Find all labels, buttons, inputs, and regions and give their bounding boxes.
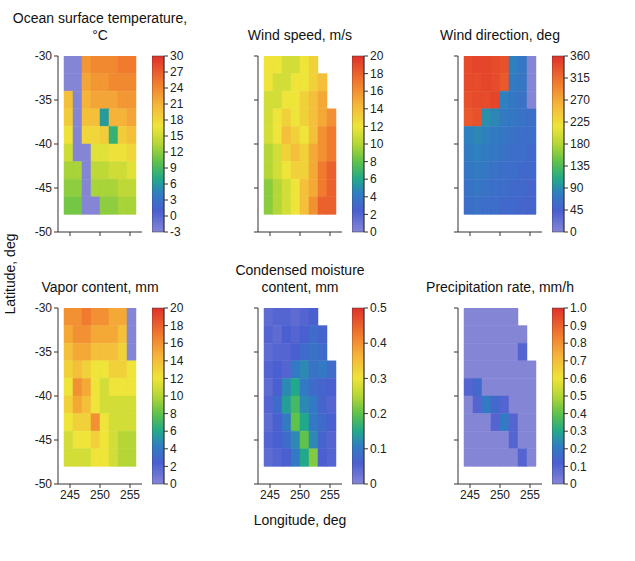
svg-text:255: 255 — [320, 488, 340, 502]
svg-text:18: 18 — [170, 319, 184, 333]
svg-text:12: 12 — [170, 145, 184, 159]
svg-text:-40: -40 — [35, 389, 53, 403]
html-text:Ocean surface temperature, °C: Ocean surface temperature, °C — [12, 10, 188, 44]
html-text:Latitude, deg: Latitude, deg — [2, 233, 18, 315]
svg-text:-50: -50 — [35, 225, 53, 239]
svg-text:27: 27 — [170, 65, 184, 79]
svg-text:0.2: 0.2 — [570, 442, 587, 456]
svg-text:12: 12 — [370, 120, 384, 134]
svg-text:45: 45 — [570, 203, 584, 217]
html-text:Precipitation rate, mm/h: Precipitation rate, mm/h — [426, 279, 574, 296]
svg-text:6: 6 — [170, 424, 177, 438]
svg-text:20: 20 — [170, 301, 184, 315]
svg-text:0.3: 0.3 — [570, 424, 587, 438]
svg-text:2: 2 — [170, 460, 177, 474]
svg-text:0.5: 0.5 — [370, 301, 387, 315]
svg-text:0.2: 0.2 — [370, 407, 387, 421]
svg-text:-45: -45 — [35, 181, 53, 195]
svg-text:255: 255 — [120, 488, 140, 502]
svg-text:6: 6 — [170, 177, 177, 191]
svg-text:-45: -45 — [35, 433, 53, 447]
svg-text:16: 16 — [370, 84, 384, 98]
svg-text:0: 0 — [570, 477, 577, 491]
svg-text:0: 0 — [570, 225, 577, 239]
svg-text:0.1: 0.1 — [570, 460, 587, 474]
svg-text:-50: -50 — [35, 477, 53, 491]
svg-text:315: 315 — [570, 71, 590, 85]
svg-text:255: 255 — [520, 488, 540, 502]
svg-text:90: 90 — [570, 181, 584, 195]
svg-text:-30: -30 — [35, 301, 53, 315]
svg-text:0: 0 — [170, 209, 177, 223]
svg-text:270: 270 — [570, 93, 590, 107]
html-text:Longitude, deg: Longitude, deg — [253, 512, 347, 528]
svg-text:360: 360 — [570, 49, 590, 63]
svg-text:225: 225 — [570, 115, 590, 129]
svg-text:245: 245 — [60, 488, 80, 502]
html-text:Wind direction, deg: Wind direction, deg — [440, 27, 560, 44]
svg-text:6: 6 — [370, 172, 377, 186]
svg-text:10: 10 — [370, 137, 384, 151]
svg-text:14: 14 — [370, 102, 384, 116]
svg-text:30: 30 — [170, 49, 184, 63]
svg-text:-35: -35 — [35, 93, 53, 107]
svg-text:16: 16 — [170, 336, 184, 350]
svg-text:180: 180 — [570, 137, 590, 151]
svg-text:-3: -3 — [170, 225, 181, 239]
svg-text:1.0: 1.0 — [570, 301, 587, 315]
svg-text:0.1: 0.1 — [370, 442, 387, 456]
svg-text:15: 15 — [170, 129, 184, 143]
svg-text:14: 14 — [170, 354, 184, 368]
svg-text:-35: -35 — [35, 345, 53, 359]
svg-text:-40: -40 — [35, 137, 53, 151]
svg-text:24: 24 — [170, 81, 184, 95]
svg-text:0: 0 — [370, 477, 377, 491]
svg-text:0.3: 0.3 — [370, 372, 387, 386]
svg-text:245: 245 — [260, 488, 280, 502]
svg-text:21: 21 — [170, 97, 184, 111]
svg-text:250: 250 — [490, 488, 510, 502]
svg-text:20: 20 — [370, 49, 384, 63]
svg-text:3: 3 — [170, 193, 177, 207]
svg-text:12: 12 — [170, 372, 184, 386]
svg-text:-30: -30 — [35, 49, 53, 63]
svg-text:18: 18 — [370, 67, 384, 81]
svg-text:18: 18 — [170, 113, 184, 127]
html-text:Condensed moisture content, mm: Condensed moisture content, mm — [235, 262, 365, 296]
svg-text:10: 10 — [170, 389, 184, 403]
svg-text:0.8: 0.8 — [570, 336, 587, 350]
svg-text:8: 8 — [170, 407, 177, 421]
svg-text:0.6: 0.6 — [570, 372, 587, 386]
svg-text:2: 2 — [370, 208, 377, 222]
svg-text:0.4: 0.4 — [570, 407, 587, 421]
svg-text:0.5: 0.5 — [570, 389, 587, 403]
svg-text:0: 0 — [370, 225, 377, 239]
svg-text:250: 250 — [290, 488, 310, 502]
svg-text:4: 4 — [370, 190, 377, 204]
svg-text:8: 8 — [370, 155, 377, 169]
svg-text:135: 135 — [570, 159, 590, 173]
svg-text:0: 0 — [170, 477, 177, 491]
svg-text:245: 245 — [460, 488, 480, 502]
svg-text:0.7: 0.7 — [570, 354, 587, 368]
svg-text:0.4: 0.4 — [370, 336, 387, 350]
html-text:Wind speed, m/s: Wind speed, m/s — [247, 27, 353, 44]
svg-text:250: 250 — [90, 488, 110, 502]
svg-text:0.9: 0.9 — [570, 319, 587, 333]
svg-text:4: 4 — [170, 442, 177, 456]
svg-text:9: 9 — [170, 161, 177, 175]
html-text:Vapor content, mm: Vapor content, mm — [41, 279, 159, 296]
